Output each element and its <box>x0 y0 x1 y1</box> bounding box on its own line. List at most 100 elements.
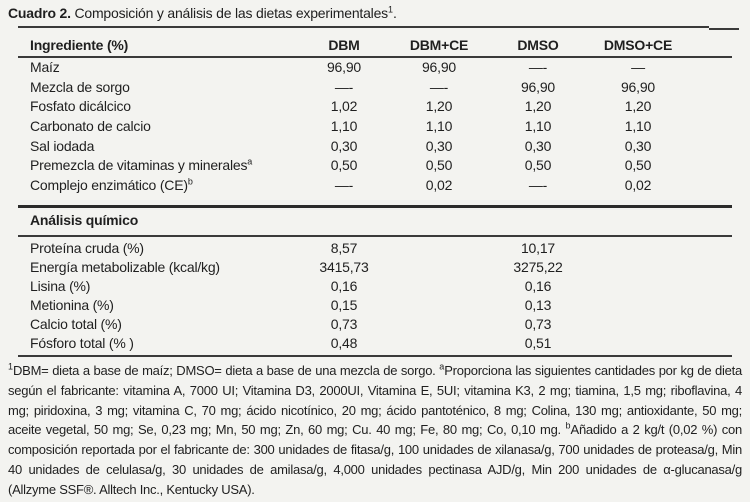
value-cell: 0,73 <box>524 315 552 332</box>
header-row: Ingrediente (%) DBM DBM+CE DMSO DMSO+CE <box>18 33 732 58</box>
value-cell: 0,51 <box>524 334 552 351</box>
empty-cell <box>588 257 688 276</box>
analysis-name: Lisina (%) <box>30 277 91 294</box>
value-cell: 0,30 <box>524 137 552 154</box>
rule-under-title <box>18 26 709 28</box>
table-row: Metionina (%) 0,15 0,13 <box>18 295 732 314</box>
table-row: Calcio total (%) 0,73 0,73 <box>18 314 732 333</box>
filler-cell <box>688 238 732 257</box>
filler-cell <box>688 57 732 77</box>
rule-bottom-of-table <box>18 355 732 357</box>
ingredient-name: Premezcla de vitaminas y mineralesa <box>18 155 298 175</box>
value-cell: 0,73 <box>330 315 358 332</box>
filler-cell <box>688 314 732 333</box>
empty-cell <box>390 238 488 257</box>
filler-cell <box>688 257 732 276</box>
value-cell: 3415,73 <box>319 258 369 275</box>
value-cell: 0,16 <box>330 277 358 294</box>
column-header-dbm: DBM <box>298 33 390 58</box>
footnote-superscript-b: b <box>565 421 571 432</box>
ingredient-superscript: b <box>187 176 193 187</box>
value-cell: 0,48 <box>330 334 358 351</box>
column-header-dmso: DMSO <box>488 33 588 58</box>
value-cell: 0,30 <box>330 137 358 154</box>
table-row: Complejo enzimático (CE)b —- 0,02 —- 0,0… <box>18 175 732 195</box>
table-title-suffix: . <box>393 5 397 21</box>
ingredient-label: Sal iodada <box>30 137 95 154</box>
analysis-name: Fósforo total (% ) <box>30 334 134 351</box>
ingredient-name: Fosfato dicálcico <box>18 96 298 116</box>
ingredient-label: Premezcla de vitaminas y minerales <box>30 157 248 174</box>
analysis-section-header: Análisis químico <box>30 212 139 228</box>
table-title-superscript: 1 <box>387 4 393 15</box>
table-title-label: Cuadro 2. <box>8 5 71 21</box>
filler-cell <box>688 116 732 136</box>
value-cell: —- <box>334 176 354 193</box>
value-cell: —- <box>334 78 354 95</box>
filler-cell <box>688 155 732 175</box>
rule-above-analysis-section <box>18 205 732 208</box>
ingredient-label: Mezcla de sorgo <box>30 78 130 95</box>
ingredient-name: Complejo enzimático (CE)b <box>18 175 298 195</box>
value-cell: 10,17 <box>520 239 556 256</box>
analysis-name: Proteína cruda (%) <box>30 239 144 256</box>
rule-under-title-segment <box>709 28 739 30</box>
value-cell: 96,90 <box>421 59 457 76</box>
value-cell: —- <box>429 78 449 95</box>
value-cell: 0,50 <box>524 157 552 174</box>
filler-cell <box>688 276 732 295</box>
ingredient-name: Sal iodada <box>18 136 298 156</box>
value-cell: 1,02 <box>330 98 358 115</box>
footnote-text-segment: Añadido a 2 kg/t (0,02 %) con composició… <box>8 422 742 497</box>
analysis-table: Proteína cruda (%) 8,57 10,17 Energía me… <box>18 238 732 352</box>
table-row: Fósforo total (% ) 0,48 0,51 <box>18 333 732 352</box>
empty-cell <box>390 333 488 352</box>
value-cell: 0,02 <box>425 176 453 193</box>
empty-cell <box>588 333 688 352</box>
ingredients-table: Ingrediente (%) DBM DBM+CE DMSO DMSO+CE … <box>18 33 732 195</box>
empty-cell <box>390 257 488 276</box>
value-cell: 1,20 <box>624 98 652 115</box>
filler-cell <box>688 136 732 156</box>
value-cell: 1,20 <box>524 98 552 115</box>
value-cell: — <box>631 59 645 76</box>
empty-cell <box>588 238 688 257</box>
ingredient-name: Mezcla de sorgo <box>18 77 298 97</box>
ingredient-label: Fosfato dicálcico <box>30 98 131 115</box>
value-cell: —- <box>528 176 548 193</box>
value-cell: 96,90 <box>326 59 362 76</box>
table-row: Proteína cruda (%) 8,57 10,17 <box>18 238 732 257</box>
empty-cell <box>588 276 688 295</box>
ingredient-name: Maíz <box>18 57 298 77</box>
ingredient-label: Complejo enzimático (CE) <box>30 176 188 193</box>
value-cell: 1,10 <box>330 117 358 134</box>
empty-cell <box>390 295 488 314</box>
value-cell: 0,16 <box>524 277 552 294</box>
value-cell: 0,13 <box>524 296 552 313</box>
table-row: Carbonato de calcio 1,10 1,10 1,10 1,10 <box>18 116 732 136</box>
table-row: Sal iodada 0,30 0,30 0,30 0,30 <box>18 136 732 156</box>
empty-cell <box>390 314 488 333</box>
filler-cell <box>688 175 732 195</box>
value-cell: 3275,22 <box>513 258 563 275</box>
analysis-name: Calcio total (%) <box>30 315 122 332</box>
column-header-dmso-ce: DMSO+CE <box>588 33 688 58</box>
value-cell: 0,30 <box>624 137 652 154</box>
empty-cell <box>588 314 688 333</box>
value-cell: 1,10 <box>524 117 552 134</box>
table-row: Maíz 96,90 96,90 —- — <box>18 57 732 77</box>
rule-under-analysis-header <box>18 235 732 237</box>
ingredient-superscript: a <box>247 156 253 167</box>
table-footnote: 1DBM= dieta a base de maíz; DMSO= dieta … <box>8 361 742 500</box>
table-row: Lisina (%) 0,16 0,16 <box>18 276 732 295</box>
analysis-name: Energía metabolizable (kcal/kg) <box>30 258 220 275</box>
column-header-dbm-ce: DBM+CE <box>390 33 488 58</box>
ingredient-label: Carbonato de calcio <box>30 117 151 134</box>
value-cell: 96,90 <box>620 78 656 95</box>
value-cell: 0,15 <box>330 296 358 313</box>
value-cell: 1,10 <box>624 117 652 134</box>
table-row: Fosfato dicálcico 1,02 1,20 1,20 1,20 <box>18 96 732 116</box>
table-row: Mezcla de sorgo —- —- 96,90 96,90 <box>18 77 732 97</box>
empty-cell <box>390 276 488 295</box>
value-cell: 8,57 <box>330 239 358 256</box>
